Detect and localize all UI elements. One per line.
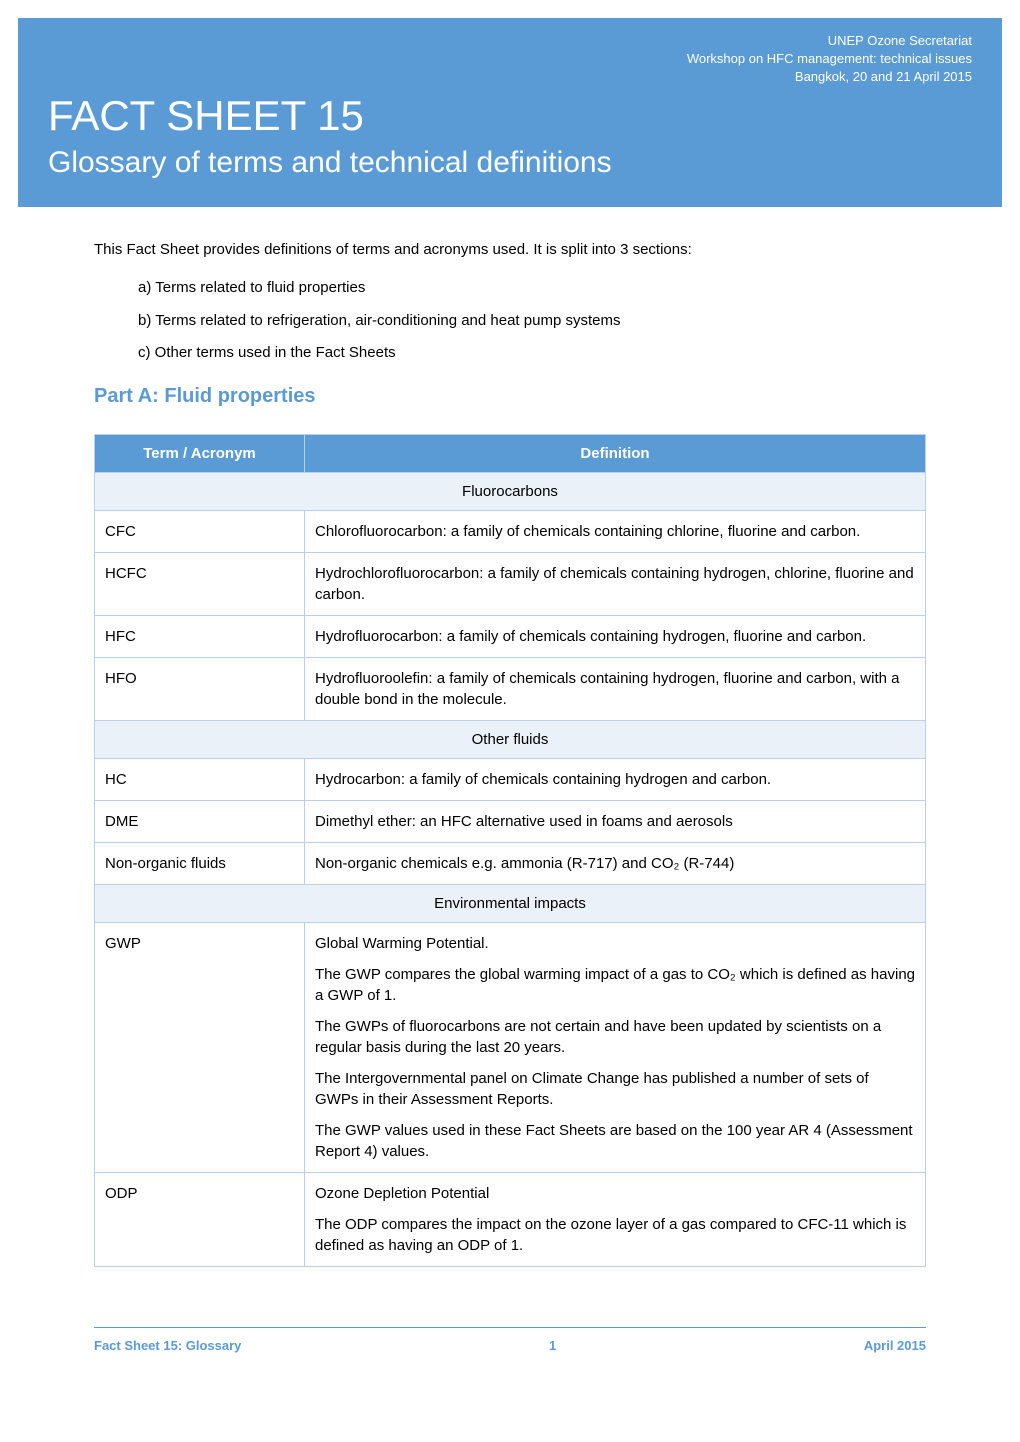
definition-paragraph: The GWPs of fluorocarbons are not certai…	[315, 1016, 915, 1058]
list-item: b) Terms related to refrigeration, air-c…	[138, 310, 926, 333]
list-item: c) Other terms used in the Fact Sheets	[138, 342, 926, 365]
content: This Fact Sheet provides definitions of …	[18, 207, 1002, 1267]
term-cell: ODP	[95, 1172, 305, 1266]
table-row: HC Hydrocarbon: a family of chemicals co…	[95, 758, 926, 800]
banner-title: FACT SHEET 15	[48, 93, 972, 139]
definition-paragraph: The Intergovernmental panel on Climate C…	[315, 1068, 915, 1110]
table-row: CFC Chlorofluorocarbon: a family of chem…	[95, 510, 926, 552]
table-row: HCFC Hydrochlorofluorocarbon: a family o…	[95, 552, 926, 615]
header-definition: Definition	[305, 434, 926, 472]
footer-left: Fact Sheet 15: Glossary	[94, 1338, 241, 1353]
definition-cell: Non-organic chemicals e.g. ammonia (R-71…	[305, 842, 926, 884]
table-row: DME Dimethyl ether: an HFC alternative u…	[95, 800, 926, 842]
definition-cell: Dimethyl ether: an HFC alternative used …	[305, 800, 926, 842]
banner: UNEP Ozone Secretariat Workshop on HFC m…	[18, 18, 1002, 207]
definition-cell: Hydrofluorocarbon: a family of chemicals…	[305, 615, 926, 657]
definition-cell: Ozone Depletion Potential The ODP compar…	[305, 1172, 926, 1266]
table-row: GWP Global Warming Potential. The GWP co…	[95, 922, 926, 1172]
banner-meta-line3: Bangkok, 20 and 21 April 2015	[48, 68, 972, 86]
list-item: a) Terms related to fluid properties	[138, 277, 926, 300]
sections-list: a) Terms related to fluid properties b) …	[94, 277, 926, 365]
page: UNEP Ozone Secretariat Workshop on HFC m…	[0, 0, 1020, 1393]
term-cell: HFC	[95, 615, 305, 657]
part-a-heading: Part A: Fluid properties	[94, 385, 926, 408]
banner-meta: UNEP Ozone Secretariat Workshop on HFC m…	[48, 32, 972, 87]
table-header-row: Term / Acronym Definition	[95, 434, 926, 472]
banner-subtitle: Glossary of terms and technical definiti…	[48, 145, 972, 181]
term-cell: HCFC	[95, 552, 305, 615]
table-row: HFO Hydrofluoroolefin: a family of chemi…	[95, 657, 926, 720]
table-row: Non-organic fluids Non-organic chemicals…	[95, 842, 926, 884]
banner-meta-line1: UNEP Ozone Secretariat	[48, 32, 972, 50]
table-subheader: Fluorocarbons	[95, 472, 926, 510]
term-cell: GWP	[95, 922, 305, 1172]
table-row: HFC Hydrofluorocarbon: a family of chemi…	[95, 615, 926, 657]
banner-meta-line2: Workshop on HFC management: technical is…	[48, 50, 972, 68]
definition-cell: Hydrochlorofluorocarbon: a family of che…	[305, 552, 926, 615]
subheader-label: Other fluids	[95, 720, 926, 758]
definition-paragraph: The GWP values used in these Fact Sheets…	[315, 1120, 915, 1162]
footer: Fact Sheet 15: Glossary 1 April 2015	[94, 1327, 926, 1353]
footer-center: 1	[549, 1338, 556, 1353]
definition-cell: Hydrofluoroolefin: a family of chemicals…	[305, 657, 926, 720]
subheader-label: Environmental impacts	[95, 884, 926, 922]
definition-paragraph: The GWP compares the global warming impa…	[315, 964, 915, 1006]
term-cell: CFC	[95, 510, 305, 552]
table-subheader: Environmental impacts	[95, 884, 926, 922]
subheader-label: Fluorocarbons	[95, 472, 926, 510]
definition-paragraph: Global Warming Potential.	[315, 933, 915, 954]
definition-paragraph: The ODP compares the impact on the ozone…	[315, 1214, 915, 1256]
table-row: ODP Ozone Depletion Potential The ODP co…	[95, 1172, 926, 1266]
header-term: Term / Acronym	[95, 434, 305, 472]
table-subheader: Other fluids	[95, 720, 926, 758]
definition-cell: Chlorofluorocarbon: a family of chemical…	[305, 510, 926, 552]
definition-cell: Global Warming Potential. The GWP compar…	[305, 922, 926, 1172]
footer-right: April 2015	[864, 1338, 926, 1353]
definition-cell: Hydrocarbon: a family of chemicals conta…	[305, 758, 926, 800]
term-cell: HC	[95, 758, 305, 800]
term-cell: HFO	[95, 657, 305, 720]
term-cell: DME	[95, 800, 305, 842]
intro-text: This Fact Sheet provides definitions of …	[94, 239, 926, 262]
definition-paragraph: Ozone Depletion Potential	[315, 1183, 915, 1204]
term-cell: Non-organic fluids	[95, 842, 305, 884]
glossary-table: Term / Acronym Definition Fluorocarbons …	[94, 434, 926, 1267]
